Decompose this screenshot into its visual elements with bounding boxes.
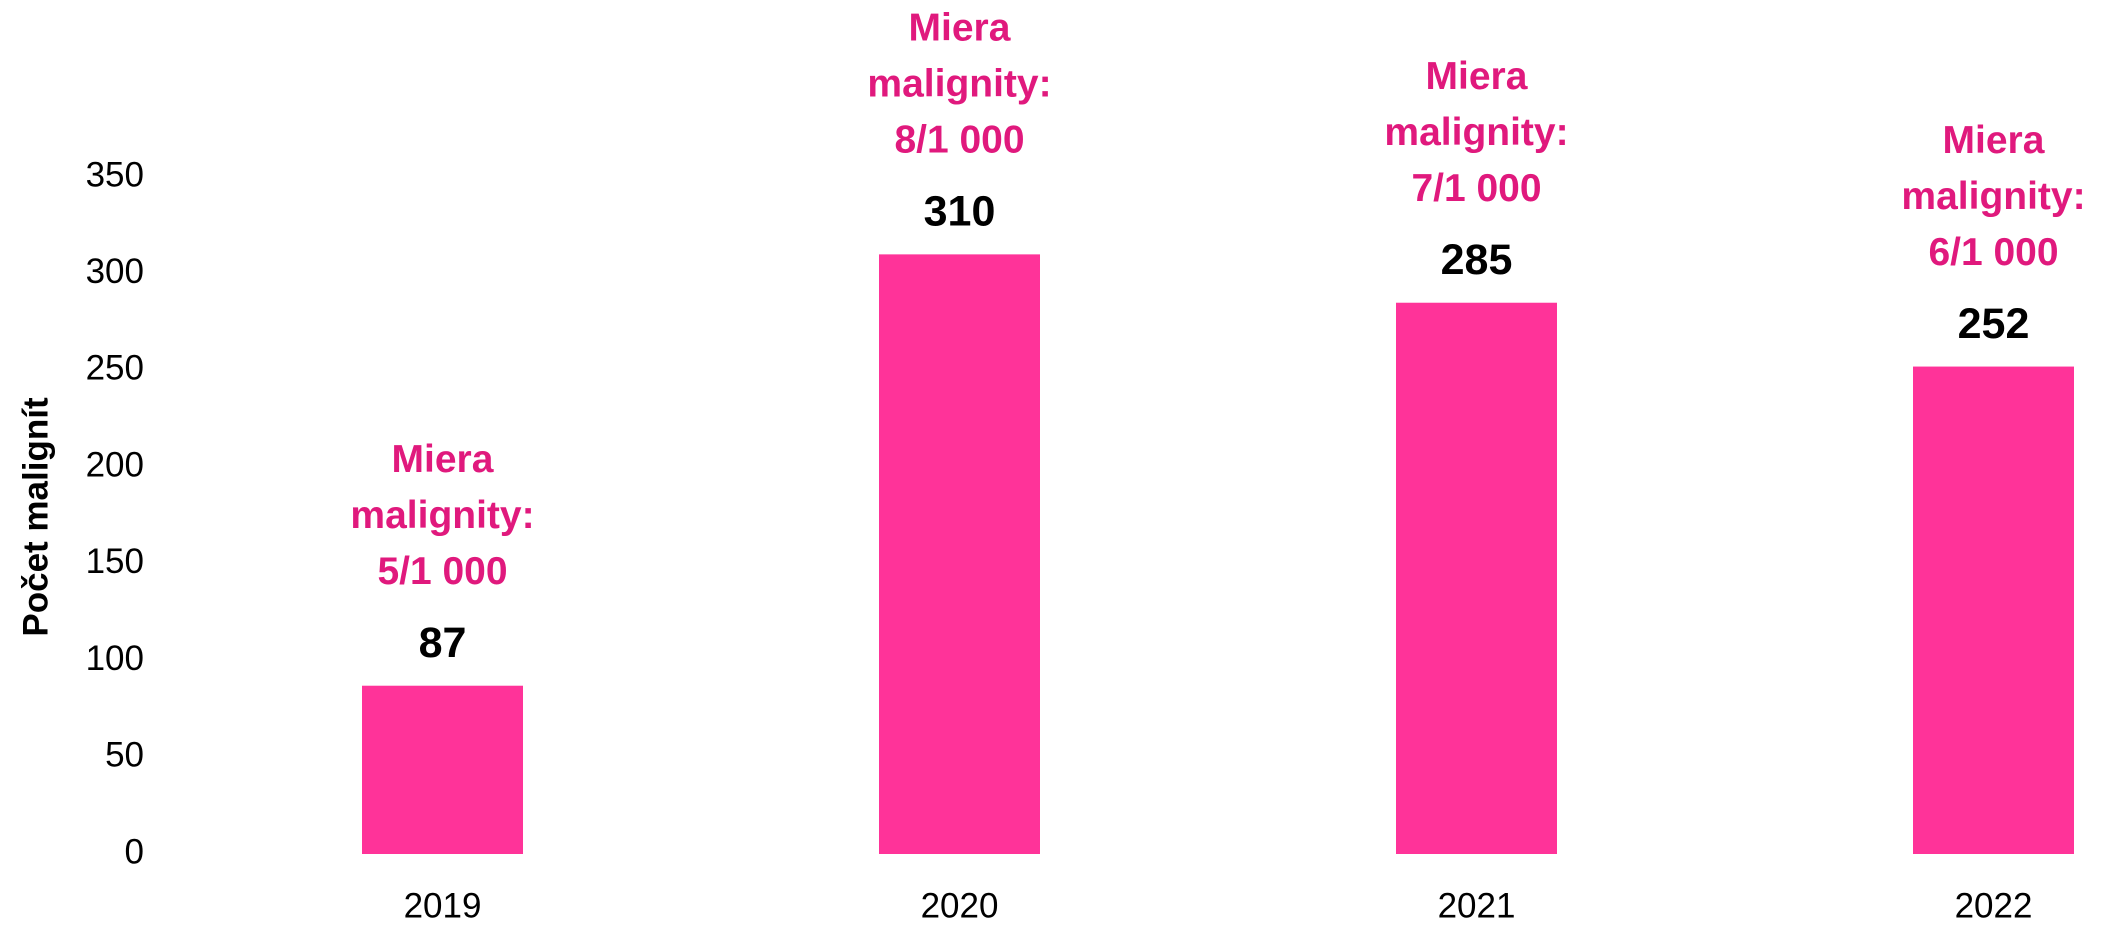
annotation: 5/1 000 <box>377 550 507 593</box>
value-label: 285 <box>1441 236 1513 284</box>
y-tick-label: 0 <box>125 832 144 871</box>
x-tick-label: 2019 <box>404 886 482 925</box>
value-label: 310 <box>924 188 996 236</box>
annotation: malignity: <box>867 63 1051 106</box>
bar <box>879 254 1040 854</box>
bar <box>1913 366 2074 854</box>
x-tick-label: 2021 <box>1438 886 1516 925</box>
bar <box>1396 302 1557 854</box>
annotation: Miera <box>1943 119 2045 162</box>
x-tick-label: 2022 <box>1955 886 2033 925</box>
annotation: Miera <box>392 438 494 481</box>
value-label: 87 <box>419 619 467 667</box>
annotation: 7/1 000 <box>1411 167 1541 210</box>
y-tick-label: 200 <box>86 445 144 484</box>
y-tick-label: 350 <box>86 155 144 194</box>
annotation: 8/1 000 <box>894 119 1024 162</box>
annotation: malignity: <box>350 494 534 537</box>
annotation: Miera <box>1426 55 1528 98</box>
y-tick-label: 250 <box>86 349 144 388</box>
y-tick-label: 100 <box>86 639 144 678</box>
annotation: malignity: <box>1901 175 2085 218</box>
y-axis-title: Počet malignít <box>16 397 55 637</box>
annotation: 6/1 000 <box>1928 231 2058 274</box>
annotation: Miera <box>909 7 1011 50</box>
y-tick-label: 300 <box>86 252 144 291</box>
value-label: 252 <box>1958 300 2030 348</box>
y-tick-label: 150 <box>86 542 144 581</box>
y-tick-label: 50 <box>105 736 144 775</box>
annotation: malignity: <box>1384 111 1568 154</box>
x-tick-label: 2020 <box>921 886 999 925</box>
bar <box>362 685 523 854</box>
